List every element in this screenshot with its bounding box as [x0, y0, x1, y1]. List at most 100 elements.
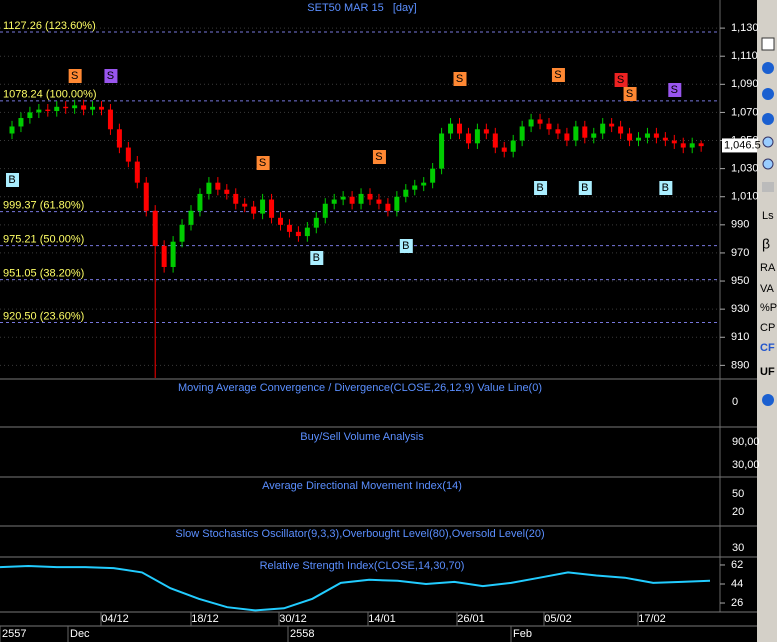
candle-body [278, 217, 283, 225]
candle-body [403, 189, 409, 197]
candle-body [116, 129, 122, 148]
candle-body [179, 224, 185, 242]
candle-body [376, 199, 382, 204]
tool-label[interactable]: RA [760, 262, 776, 274]
fib-label: 920.50 (23.60%) [3, 310, 84, 322]
fib-label: 975.21 (50.00%) [3, 234, 84, 246]
x-tick-label: 05/02 [544, 613, 572, 625]
candle-body [340, 196, 346, 200]
fib-label: 1078.24 (100.00%) [3, 89, 97, 101]
tool-label[interactable]: β [762, 236, 770, 252]
candle-body [18, 118, 24, 127]
sell-signal [551, 68, 565, 82]
tool-icon[interactable] [762, 158, 774, 170]
toolbar-labels: Ls β RA VA %P CP CF UF [760, 210, 777, 378]
panel-title: Slow Stochastics Oscillator(9,3,3),Overb… [175, 528, 544, 540]
candle-body [474, 129, 480, 144]
candle-body [546, 123, 552, 130]
candle-body [564, 133, 570, 141]
candle-body [573, 126, 579, 141]
candle-body [421, 182, 427, 186]
candle-body [313, 217, 319, 228]
y-tick-label: 90,00 [732, 436, 760, 448]
sell-signal [256, 156, 270, 170]
candle-body [662, 137, 668, 141]
sell-signal-label: S [626, 88, 633, 100]
candle-body [412, 185, 418, 190]
y-tick-label: 44 [731, 578, 743, 590]
candle-body [260, 199, 266, 214]
candle-body [90, 106, 96, 110]
y-tick-label: 1,010 [731, 191, 759, 203]
fib-label: 999.37 (61.80%) [3, 200, 84, 212]
candle-body [680, 143, 686, 148]
candle-body [242, 203, 248, 207]
tool-icon[interactable] [761, 37, 775, 51]
candle-body [457, 123, 462, 134]
candle-body [331, 199, 337, 204]
sell-signal [453, 72, 467, 86]
y-tick-label: 1,090 [731, 78, 759, 90]
y-tick-label: 50 [732, 488, 744, 500]
candle-body [465, 133, 471, 144]
y-tick-label: 62 [731, 559, 743, 571]
candle-body [99, 106, 104, 110]
tool-label[interactable]: VA [760, 283, 775, 295]
candle-body [671, 140, 677, 144]
panel-title: Moving Average Convergence / Divergence(… [178, 382, 542, 394]
buy-signal [399, 239, 413, 253]
sell-signal-label: S [259, 157, 266, 169]
sell-signal [614, 73, 628, 87]
tool-label[interactable]: UF [760, 366, 775, 378]
panel-title: Relative Strength Index(CLOSE,14,30,70) [260, 560, 465, 572]
candle-body [233, 193, 239, 204]
fib-label: 1127.26 (123.60%) [3, 20, 96, 32]
y-tick-label: 30 [732, 542, 744, 554]
candle-body [349, 196, 355, 204]
sell-signal [104, 69, 118, 83]
panel-borders [0, 378, 757, 627]
candle-body [322, 203, 328, 218]
candle-body [36, 109, 42, 113]
candle-body [698, 143, 704, 147]
tool-icon[interactable] [762, 113, 774, 125]
y-tick-label: 20 [732, 506, 744, 518]
tool-label[interactable]: CP [760, 322, 775, 334]
x-tick-label: 17/02 [638, 613, 666, 625]
tool-icon[interactable] [762, 62, 774, 74]
candle-body [510, 140, 516, 152]
tool-icon[interactable] [762, 88, 774, 100]
sell-signal [623, 87, 637, 101]
candle-body [206, 182, 212, 194]
tool-label[interactable]: Ls [762, 210, 774, 222]
y-tick-label: 910 [731, 331, 749, 343]
candle-body [689, 143, 695, 148]
fib-label: 951.05 (38.20%) [3, 267, 84, 279]
buy-signal-label: B [8, 174, 15, 186]
tool-label[interactable]: CF [760, 342, 775, 354]
candle-body [430, 168, 436, 183]
candle-body [483, 129, 489, 134]
sell-signal [68, 69, 82, 83]
tool-label[interactable]: %P [760, 302, 777, 314]
candle-body [269, 199, 275, 218]
period-label: Dec [70, 628, 90, 640]
candle-body [519, 126, 525, 141]
candle-body [54, 106, 60, 112]
y-tick-label: 990 [731, 219, 749, 231]
candle-body [63, 106, 69, 109]
x-tick-label: 14/01 [368, 613, 396, 625]
x-tick-label: 18/12 [191, 613, 219, 625]
candle-body [492, 133, 498, 148]
buy-signal [6, 173, 19, 187]
period-label: Feb [513, 628, 532, 640]
tool-icon[interactable] [762, 394, 774, 406]
tool-icon[interactable] [762, 182, 774, 192]
toolbar-icons [761, 37, 775, 406]
candle-body [609, 123, 615, 127]
candle-body [582, 126, 588, 138]
candle-body [295, 231, 301, 237]
tool-icon[interactable] [762, 136, 774, 148]
buy-signal-label: B [536, 182, 543, 194]
